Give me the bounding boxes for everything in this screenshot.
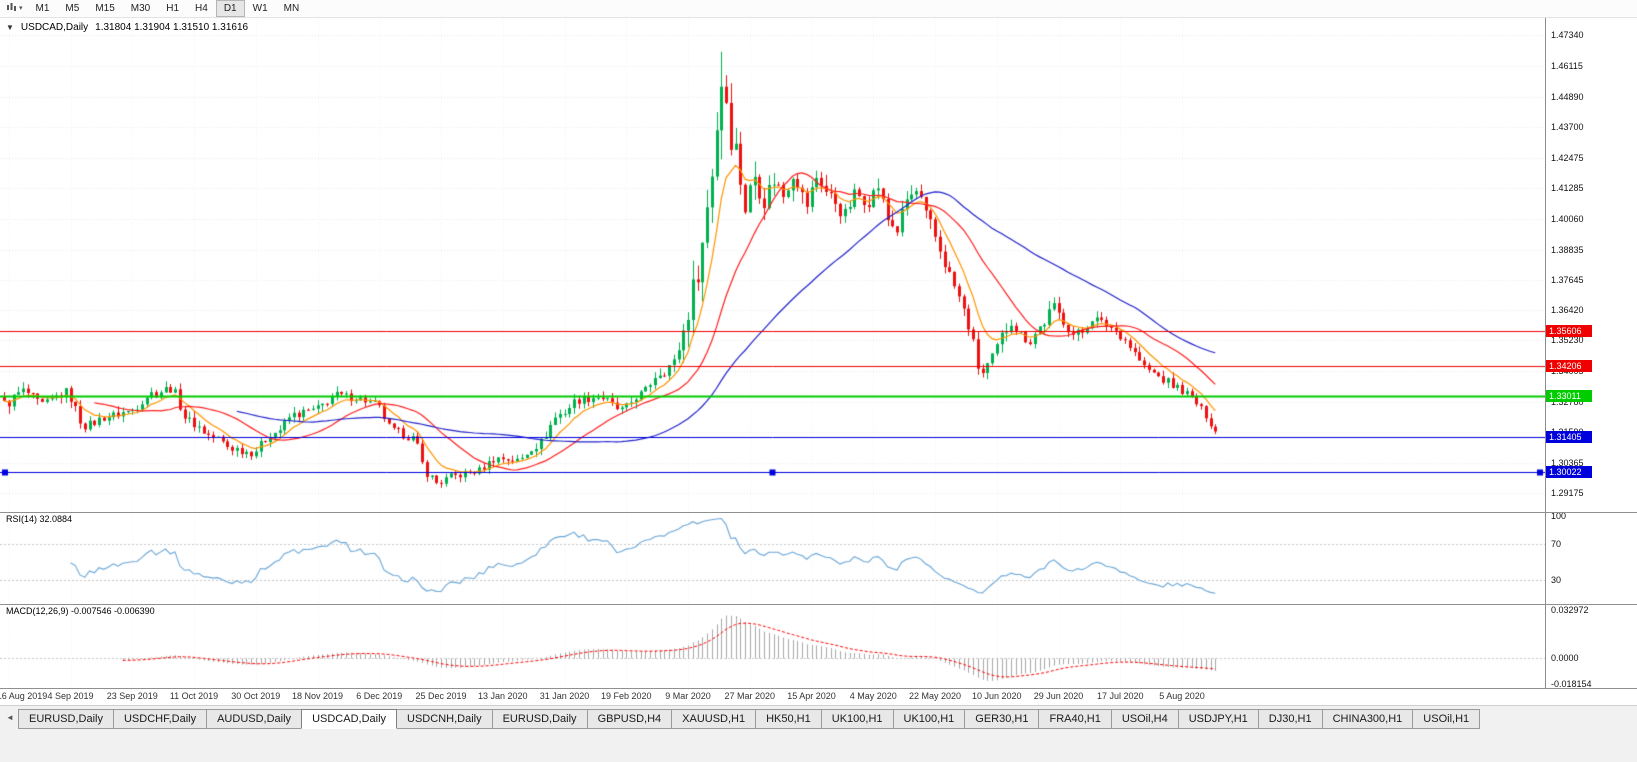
chart-ohlc-values: 1.31804 1.31904 1.31510 1.31616 [95, 22, 249, 33]
date-axis-label: 5 Aug 2020 [1159, 691, 1205, 701]
tab-scroll-left-button[interactable]: ◄ [6, 713, 14, 722]
price-chart-canvas[interactable] [0, 18, 1545, 512]
timeframe-button-M30[interactable]: M30 [130, 3, 151, 14]
rsi-axis-label: 100 [1551, 511, 1567, 521]
rsi-label: RSI(14) 32.0884 [6, 514, 73, 524]
hline-price-tag: 1.31405 [1546, 430, 1592, 443]
chart-tab-ger30-h1[interactable]: GER30,H1 [964, 709, 1040, 729]
macd-panel: MACD(12,26,9) -0.007546 -0.006390 [0, 604, 1545, 688]
candlestick-chart-icon [6, 2, 17, 16]
price-axis-label: 1.41285 [1551, 182, 1584, 193]
chart-tab-eurusd-daily[interactable]: EURUSD,Daily [18, 709, 114, 729]
rsi-axis-label: 70 [1551, 538, 1562, 549]
rsi-panel: RSI(14) 32.0884 [0, 512, 1545, 604]
price-axis-label: 1.35230 [1551, 335, 1584, 346]
date-axis-label: 17 Jul 2020 [1096, 691, 1144, 701]
date-axis-label: 19 Feb 2020 [600, 691, 652, 701]
hline-price-tag: 1.34206 [1546, 360, 1592, 373]
price-scale: 1.47340 1.46115 1.44890 1.43700 1.42475 1.412… [1545, 18, 1637, 689]
price-axis-label: 1.46115 [1551, 61, 1583, 72]
date-axis-label: 16 Aug 2019 [0, 691, 48, 701]
panel-separator [0, 688, 1637, 689]
macd-axis-label: 0.0000 [1551, 652, 1579, 663]
timeframe-button-H1[interactable]: H1 [166, 3, 180, 14]
chart-tab-hk50-h1[interactable]: HK50,H1 [755, 709, 822, 729]
price-axis-label: 1.29175 [1551, 487, 1584, 498]
price-axis-label: 1.37645 [1551, 274, 1584, 285]
chart-tab-xauusd-h1[interactable]: XAUUSD,H1 [671, 709, 757, 729]
chart-type-button[interactable]: ▾ [4, 2, 28, 16]
date-axis-label: 4 May 2020 [849, 691, 897, 701]
chart-title: ▼ USDCAD,Daily 1.31804 1.31904 1.31510 1… [6, 22, 248, 33]
timeframe-button-M5[interactable]: M5 [65, 3, 80, 14]
chart-tab-usdchf-daily[interactable]: USDCHF,Daily [112, 709, 208, 729]
collapse-arrow-icon: ▼ [6, 23, 14, 32]
macd-axis-label: 0.032972 [1551, 605, 1589, 615]
date-axis-label: 9 Mar 2020 [665, 691, 711, 701]
date-axis-label: 10 Jun 2020 [971, 691, 1022, 701]
chart-tab-china300-h1[interactable]: CHINA300,H1 [1321, 709, 1414, 729]
chart-tab-usdcad-daily[interactable]: USDCAD,Daily [301, 709, 398, 729]
chart-tab-usdjpy-h1[interactable]: USDJPY,H1 [1177, 709, 1259, 729]
chart-tab-audusd-daily[interactable]: AUDUSD,Daily [206, 709, 303, 729]
date-axis-label: 27 Mar 2020 [724, 691, 776, 701]
price-axis-label: 1.47340 [1551, 30, 1584, 41]
chart-tab-usoil-h1[interactable]: USOil,H1 [1412, 709, 1481, 729]
price-axis-label: 1.38835 [1551, 244, 1584, 255]
chevron-down-icon: ▾ [19, 4, 23, 12]
date-axis-label: 11 Oct 2019 [169, 691, 219, 701]
timeframe-button-W1[interactable]: W1 [252, 3, 268, 14]
date-axis-label: 29 Jun 2020 [1033, 691, 1084, 701]
hline-price-tag: 1.33011 [1546, 390, 1592, 403]
macd-axis-label: -0.018154 [1551, 679, 1592, 689]
price-axis-label: 1.44890 [1551, 92, 1584, 103]
chart-tab-usdcnh-daily[interactable]: USDCNH,Daily [396, 709, 493, 729]
date-axis-label: 18 Nov 2019 [291, 691, 344, 701]
timeframe-button-M15[interactable]: M15 [95, 3, 115, 14]
price-axis-label: 1.42475 [1551, 152, 1584, 163]
date-axis-label: 25 Dec 2019 [415, 691, 467, 701]
timeframe-button-M1[interactable]: M1 [35, 3, 50, 14]
price-chart-panel: ▼ USDCAD,Daily 1.31804 1.31904 1.31510 1… [0, 18, 1545, 512]
panel-separator [0, 604, 1637, 605]
panel-separator [0, 512, 1637, 513]
price-axis-label: 1.36420 [1551, 305, 1584, 316]
date-axis: 16 Aug 2019 4 Sep 2019 23 Sep 2019 11 Oct 2… [0, 689, 1545, 705]
chart-tab-dj30-h1[interactable]: DJ30,H1 [1257, 709, 1323, 729]
timeframe-toolbar: ▾ M1 M5 M15 M30 H1 H4 D1 W1 MN [0, 0, 1637, 18]
date-axis-label: 13 Jan 2020 [477, 691, 528, 701]
chart-symbol-label: USDCAD,Daily [20, 22, 89, 33]
chart-tabs-bar: ◄ EURUSD,Daily USDCHF,Daily AUDUSD,Daily US… [0, 705, 1637, 762]
price-axis-label: 1.30365 [1551, 458, 1584, 468]
date-axis-label: 15 Apr 2020 [787, 691, 836, 701]
date-axis-label: 22 May 2020 [908, 691, 962, 701]
chart-tab-fra40-h1[interactable]: FRA40,H1 [1038, 709, 1112, 729]
date-axis-label: 23 Sep 2019 [106, 691, 158, 701]
chart-tab-gbpusd-h4[interactable]: GBPUSD,H4 [586, 709, 673, 729]
rsi-canvas[interactable] [0, 512, 1545, 604]
chart-tabs: EURUSD,Daily USDCHF,Daily AUDUSD,Daily USDC… [18, 709, 1481, 729]
chart-tab-usoil-h4[interactable]: USOil,H4 [1110, 709, 1179, 729]
price-axis-label: 1.43700 [1551, 122, 1584, 133]
macd-label: MACD(12,26,9) -0.007546 -0.006390 [6, 606, 155, 616]
macd-canvas[interactable] [0, 604, 1545, 688]
timeframe-buttons: M1 M5 M15 M30 H1 H4 D1 W1 MN [28, 0, 308, 17]
date-axis-label: 30 Oct 2019 [231, 691, 281, 701]
date-axis-label: 6 Dec 2019 [356, 691, 403, 701]
price-axis-label: 1.40060 [1551, 213, 1584, 224]
chart-tab-eurusd-daily[interactable]: EURUSD,Daily [491, 709, 588, 729]
hline-price-tag: 1.35606 [1546, 324, 1592, 337]
timeframe-button-H4[interactable]: H4 [195, 3, 208, 14]
timeframe-button-MN[interactable]: MN [283, 3, 300, 14]
hline-price-tag: 1.30022 [1546, 465, 1592, 478]
date-axis-label: 4 Sep 2019 [47, 691, 94, 701]
chart-tab-uk100-h1[interactable]: UK100,H1 [892, 709, 966, 729]
timeframe-button-D1[interactable]: D1 [215, 0, 245, 17]
date-axis-label: 31 Jan 2020 [539, 691, 590, 701]
rsi-axis-label: 30 [1551, 575, 1562, 586]
chart-tab-uk100-h1[interactable]: UK100,H1 [820, 709, 894, 729]
